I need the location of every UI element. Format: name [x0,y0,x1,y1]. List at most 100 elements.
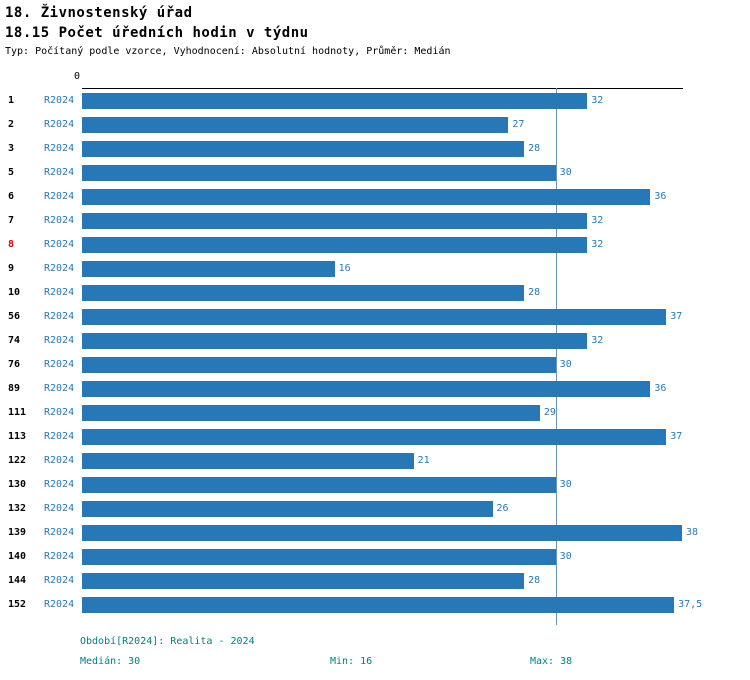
row-id-label: 140 [8,551,27,562]
bar-value-label: 21 [417,455,430,466]
chart-row: 130 R2024 30 [0,473,750,497]
row-id-label: 56 [8,311,21,322]
bar [82,309,667,325]
row-id-label: 1 [8,95,15,106]
row-id-label: 6 [8,191,15,202]
row-period-label: R2024 [44,431,75,442]
chart-row: 144 R2024 28 [0,569,750,593]
bar [82,597,675,613]
x-axis-line [82,88,683,89]
row-id-label: 9 [8,263,15,274]
chart-row: 113 R2024 37 [0,425,750,449]
row-period-label: R2024 [44,239,75,250]
chart-row: 6 R2024 36 [0,185,750,209]
bar [82,429,667,445]
chart-row: 1 R2024 32 [0,89,750,113]
row-id-label: 152 [8,599,27,610]
bar [82,261,335,277]
chart-row: 7 R2024 32 [0,209,750,233]
bar-value-label: 30 [559,167,572,178]
bar [82,93,588,109]
row-id-label: 10 [8,287,21,298]
row-id-label: 74 [8,335,21,346]
chart-row: 140 R2024 30 [0,545,750,569]
bar [82,573,525,589]
chart-subtitle: 18.15 Počet úředních hodin v týdnu [5,25,309,41]
row-period-label: R2024 [44,311,75,322]
chart-row: 76 R2024 30 [0,353,750,377]
bar-value-label: 36 [654,383,667,394]
chart-row: 152 R2024 37,5 [0,593,750,617]
row-period-label: R2024 [44,551,75,562]
row-id-label: 5 [8,167,15,178]
bar [82,285,525,301]
bar [82,165,556,181]
row-period-label: R2024 [44,359,75,370]
bar [82,501,493,517]
row-id-label: 76 [8,359,21,370]
row-id-label: 139 [8,527,27,538]
row-period-label: R2024 [44,407,75,418]
row-id-label: 113 [8,431,27,442]
chart-row: 74 R2024 32 [0,329,750,353]
bar-value-label: 28 [528,143,541,154]
row-period-label: R2024 [44,599,75,610]
bar [82,333,588,349]
chart-row: 3 R2024 28 [0,137,750,161]
row-id-label: 3 [8,143,15,154]
chart-row: 2 R2024 27 [0,113,750,137]
bar-value-label: 36 [654,191,667,202]
bar [82,189,651,205]
row-period-label: R2024 [44,335,75,346]
bar-value-label: 38 [686,527,699,538]
chart-title: 18. Živnostenský úřad [5,5,193,21]
chart-row: 122 R2024 21 [0,449,750,473]
row-period-label: R2024 [44,263,75,274]
row-period-label: R2024 [44,575,75,586]
row-id-label: 122 [8,455,27,466]
chart-meta-line: Typ: Počítaný podle vzorce, Vyhodnocení:… [5,46,451,57]
chart-row: 111 R2024 29 [0,401,750,425]
footer-period: Období[R2024]: Realita - 2024 [80,636,255,647]
chart-row: 56 R2024 37 [0,305,750,329]
chart-row: 89 R2024 36 [0,377,750,401]
row-id-label: 2 [8,119,15,130]
row-period-label: R2024 [44,215,75,226]
row-period-label: R2024 [44,383,75,394]
chart-row: 132 R2024 26 [0,497,750,521]
bar-value-label: 37 [670,431,683,442]
bar [82,213,588,229]
row-id-label: 8 [8,239,15,250]
chart-row: 139 R2024 38 [0,521,750,545]
bar [82,549,556,565]
bar [82,141,525,157]
bar [82,357,556,373]
row-id-label: 89 [8,383,21,394]
chart-row: 8 R2024 32 [0,233,750,257]
median-line [556,88,557,625]
row-period-label: R2024 [44,287,75,298]
bar-value-label: 27 [512,119,525,130]
footer-min: Min: 16 [330,656,373,667]
x-axis-zero-label: 0 [74,71,81,82]
row-period-label: R2024 [44,191,75,202]
row-period-label: R2024 [44,95,75,106]
bar-value-label: 37,5 [678,599,703,610]
bar [82,117,509,133]
chart-row: 10 R2024 28 [0,281,750,305]
footer-median: Medián: 30 [80,656,141,667]
bar [82,525,682,541]
bar-value-label: 30 [559,359,572,370]
row-period-label: R2024 [44,119,75,130]
bar-value-label: 30 [559,551,572,562]
row-period-label: R2024 [44,455,75,466]
bar-value-label: 32 [591,215,604,226]
bar-value-label: 32 [591,335,604,346]
row-period-label: R2024 [44,479,75,490]
bar-value-label: 28 [528,575,541,586]
bar-value-label: 28 [528,287,541,298]
bar [82,381,651,397]
row-id-label: 144 [8,575,27,586]
